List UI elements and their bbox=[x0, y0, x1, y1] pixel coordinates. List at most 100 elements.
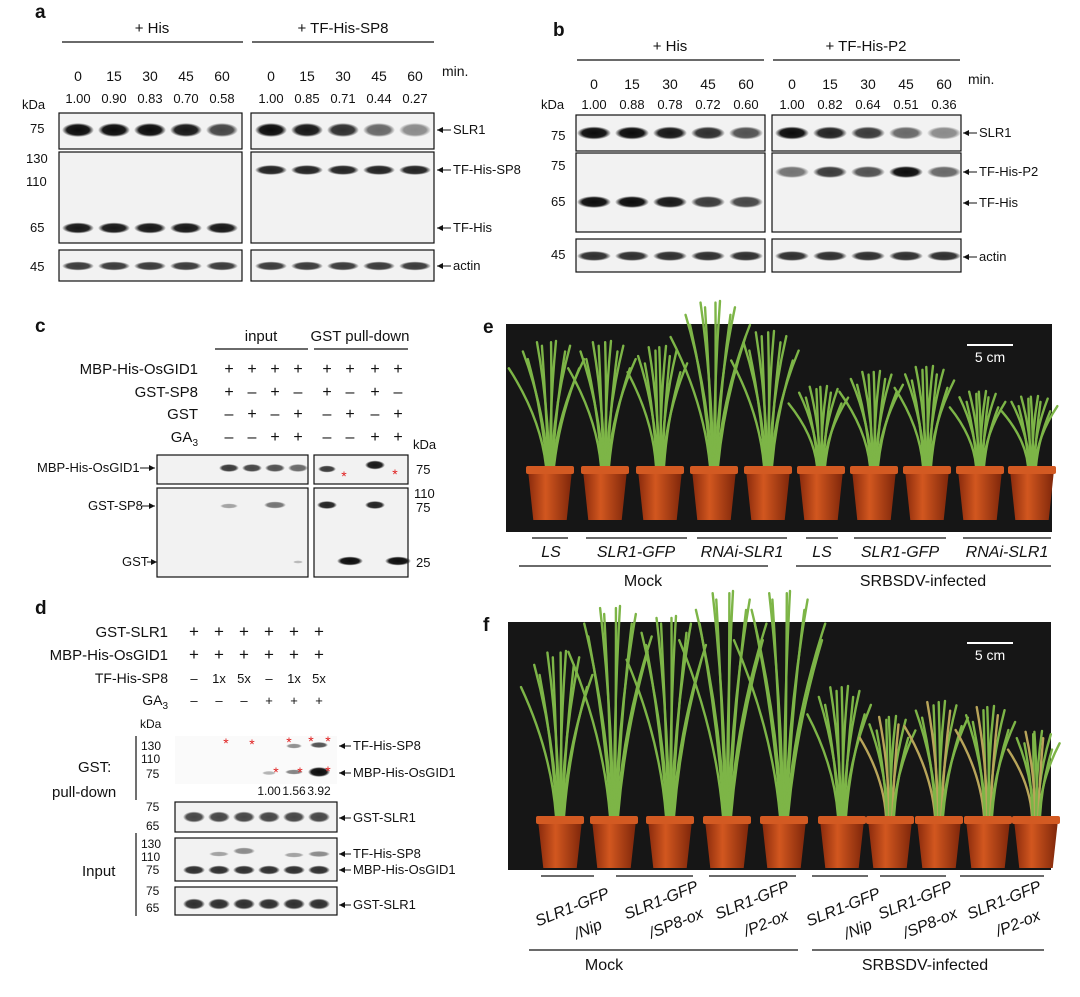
sign-c-0-0: + bbox=[224, 361, 233, 378]
band-a-slr1-r1 bbox=[291, 123, 323, 137]
ratio-a1-4: 0.58 bbox=[209, 91, 234, 106]
pot-e-4 bbox=[746, 470, 790, 520]
band-a-tfsp8-0 bbox=[255, 165, 287, 175]
sign-d-3-2: – bbox=[240, 693, 248, 708]
min-label-a: min. bbox=[442, 63, 468, 79]
band-b-tfp2-0 bbox=[775, 166, 809, 178]
band-label-tf-his-b: TF-His bbox=[979, 195, 1018, 210]
band-b-tfp2-3 bbox=[889, 166, 923, 178]
time-a1-3: 45 bbox=[178, 68, 194, 84]
time-b2-0: 0 bbox=[788, 76, 796, 92]
time-b2-1: 15 bbox=[822, 76, 838, 92]
sign-d-2-3: – bbox=[265, 671, 273, 686]
asterisk-d-4: * bbox=[325, 733, 331, 749]
sign-c-0-3: + bbox=[293, 361, 302, 378]
pot-f-0-rim bbox=[536, 816, 584, 824]
group-label-pulldown-c: GST pull-down bbox=[311, 328, 410, 345]
pot-e-0 bbox=[528, 470, 572, 520]
sign-d-1-1: + bbox=[214, 645, 224, 664]
band-label-tf-his-sp8-a: TF-His-SP8 bbox=[453, 162, 521, 177]
condition-rows-d: GST-SLR1 + + + + + + MBP-His-OsGID1 + + + + + + TF-His… bbox=[50, 622, 327, 712]
mw-slr1-75-d: 75 bbox=[146, 800, 160, 814]
genotype-labels-e: LS SLR1-GFP RNAi-SLR1 LS SLR1-GFP RNAi-SLR1 Mo… bbox=[519, 537, 1051, 590]
condition-e-mock: Mock bbox=[624, 573, 663, 590]
band-d-in-sp8-2 bbox=[233, 847, 255, 855]
panel-label-b: b bbox=[553, 20, 565, 41]
band-d-in-gid1-2 bbox=[233, 865, 255, 875]
band-c-gst-in-3 bbox=[293, 560, 303, 564]
row-label-c-1: GST-SP8 bbox=[135, 384, 198, 401]
band-b-actin-l0 bbox=[577, 251, 611, 261]
sign-d-3-5: + bbox=[315, 693, 323, 708]
band-a-tfsp8-3 bbox=[363, 165, 395, 175]
ratio-a1-3: 0.70 bbox=[173, 91, 198, 106]
pot-f-1 bbox=[592, 820, 636, 868]
sign-c-0-2: + bbox=[270, 361, 279, 378]
plant-e-0 bbox=[507, 339, 586, 468]
band-b-actin-r3 bbox=[889, 251, 923, 261]
band-labels-a: SLR1 TF-His-SP8 TF-His actin bbox=[437, 122, 521, 273]
mw-25-c: 25 bbox=[416, 555, 430, 570]
sign-d-1-3: + bbox=[264, 645, 274, 664]
pot-e-3-rim bbox=[690, 466, 738, 474]
ratio-labels-a: 1.00 0.90 0.83 0.70 0.58 1.00 0.85 0.71 0.44 0.27 bbox=[65, 91, 427, 106]
pot-f-8 bbox=[966, 820, 1010, 868]
mw-75-a: 75 bbox=[30, 121, 44, 136]
sign-c-1-6: + bbox=[370, 384, 379, 401]
pot-e-3 bbox=[692, 470, 736, 520]
sign-c-2-0: – bbox=[225, 406, 234, 423]
mw-75-d: 75 bbox=[146, 767, 160, 781]
band-a-actin-r4 bbox=[399, 261, 431, 271]
kda-label-b: kDa bbox=[541, 97, 565, 112]
panel-e: e 5 cm LS SLR1-GFP RNAi-SLR1 LS SLR1-GFP RNAi… bbox=[483, 299, 1059, 590]
band-b-tfp2-2 bbox=[851, 166, 885, 178]
asterisk-d-2: * bbox=[286, 734, 292, 750]
sign-c-3-5: – bbox=[346, 429, 355, 446]
band-d-in-gid1-0 bbox=[183, 865, 205, 875]
band-a-tfsp8-4 bbox=[399, 165, 431, 175]
band-d-gid1-pull-4 bbox=[285, 769, 303, 775]
panel-label-f: f bbox=[483, 615, 490, 636]
ratio-b1-2: 0.78 bbox=[657, 97, 682, 112]
panel-label-d: d bbox=[35, 598, 47, 619]
mw-110-d: 110 bbox=[141, 752, 160, 766]
band-c-osgid1-in-0 bbox=[219, 464, 239, 472]
band-d-gst-slr1-2 bbox=[233, 811, 255, 823]
panel-label-c: c bbox=[35, 316, 46, 337]
ratio-a2-1: 0.85 bbox=[294, 91, 319, 106]
plant-f-6 bbox=[858, 714, 917, 818]
side-label-gst: GST: bbox=[78, 759, 111, 776]
plant-f-5 bbox=[806, 684, 873, 818]
band-d-in-slr1-1 bbox=[208, 898, 230, 910]
sign-c-2-7: + bbox=[393, 406, 402, 423]
blots-c: * * bbox=[156, 454, 411, 578]
mw-65-a: 65 bbox=[30, 220, 44, 235]
blot-labels-c: MBP-His-OsGID1 GST-SP8 GST bbox=[37, 460, 157, 569]
mw-in-75-d: 75 bbox=[146, 863, 160, 877]
mw-75b-c: 75 bbox=[416, 500, 430, 515]
band-b-tfhis-4 bbox=[729, 196, 763, 208]
band-c-sp8-pull-0 bbox=[317, 501, 337, 509]
pot-f-7 bbox=[917, 820, 961, 868]
band-labels-b: SLR1 TF-His-P2 TF-His actin bbox=[963, 125, 1038, 264]
band-label-actin-b: actin bbox=[979, 249, 1006, 264]
ratio-a2-3: 0.44 bbox=[366, 91, 391, 106]
sign-d-1-2: + bbox=[239, 645, 249, 664]
band-label-in-gst-slr1-d: GST-SLR1 bbox=[353, 897, 416, 912]
sign-c-2-1: + bbox=[247, 406, 256, 423]
sign-c-1-5: – bbox=[346, 384, 355, 401]
panel-label-e: e bbox=[483, 317, 494, 338]
band-b-tfhis-3 bbox=[691, 196, 725, 208]
blot-label-osgid1-c: MBP-His-OsGID1 bbox=[37, 460, 140, 475]
band-c-osgid1-in-3 bbox=[288, 464, 308, 472]
mw-65-b: 65 bbox=[551, 194, 565, 209]
blot-c-input-bottom bbox=[156, 487, 309, 578]
band-d-in-gid1-4 bbox=[283, 865, 305, 875]
time-a2-2: 30 bbox=[335, 68, 351, 84]
band-c-sp8-in-0 bbox=[220, 503, 238, 509]
band-label-tf-his-a: TF-His bbox=[453, 220, 492, 235]
ga3-subscript-c: 3 bbox=[192, 438, 198, 449]
pot-f-1-rim bbox=[590, 816, 638, 824]
plant-f-8 bbox=[954, 704, 1017, 818]
band-b-tfp2-1 bbox=[813, 166, 847, 178]
